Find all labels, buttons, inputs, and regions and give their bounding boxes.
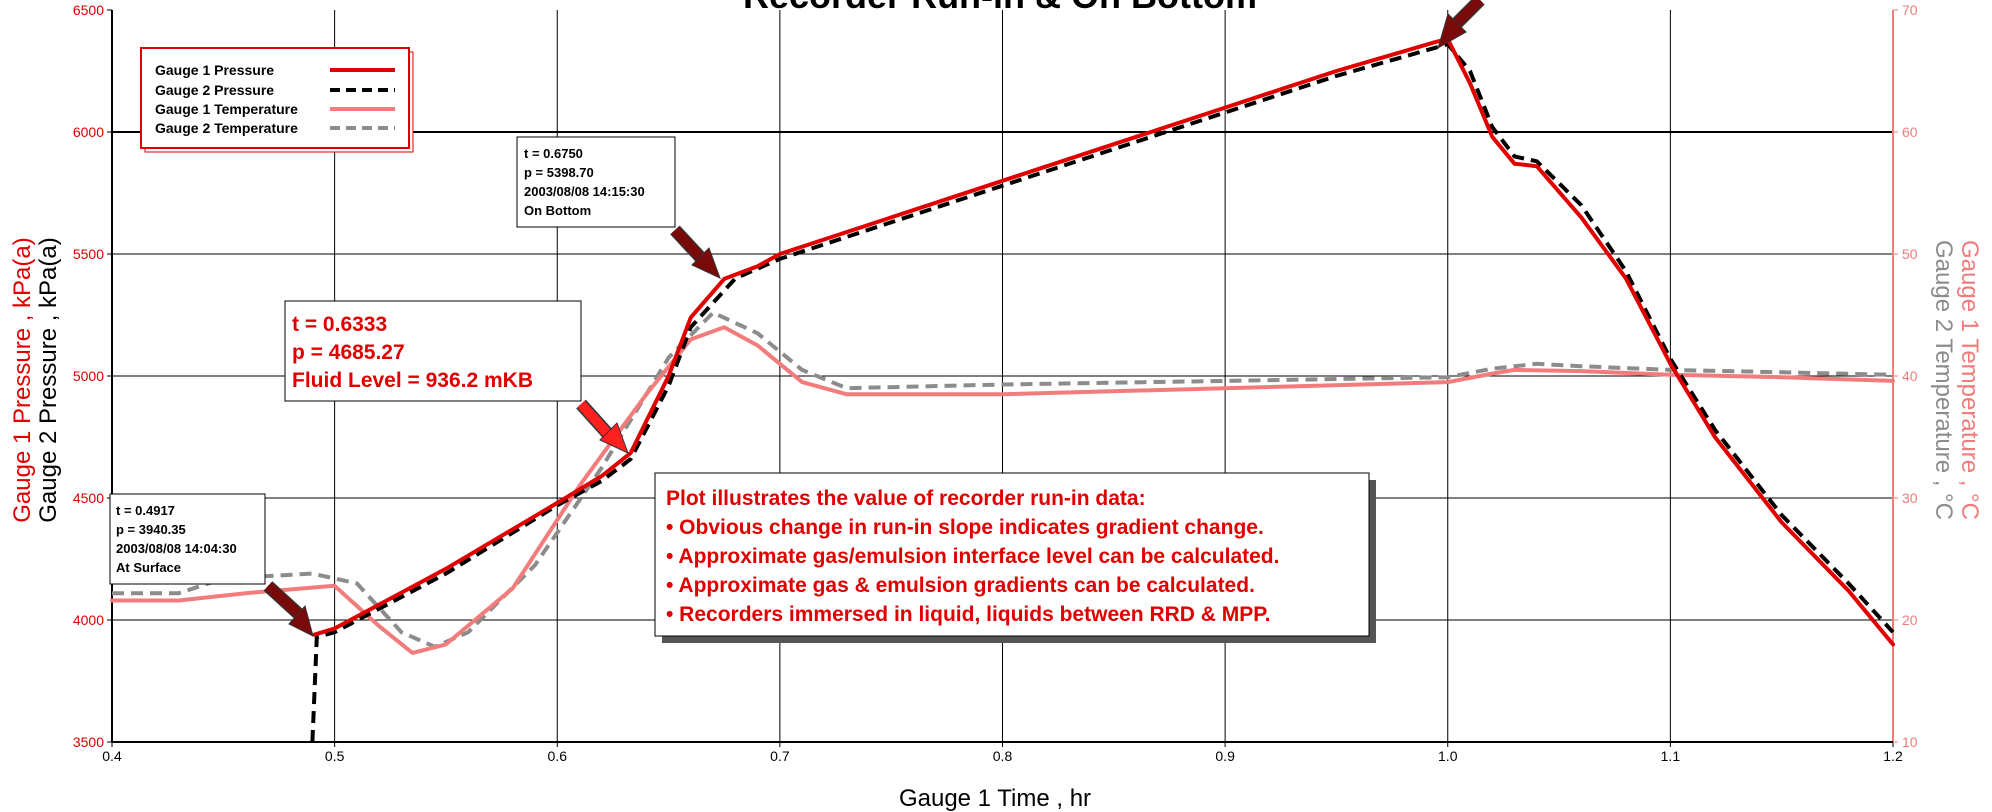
y-right-tick-label: 20: [1902, 612, 1918, 628]
y-right-tick-label: 60: [1902, 124, 1918, 140]
note-box: Plot illustrates the value of recorder r…: [654, 472, 1376, 643]
y-left-tick-label: 3500: [73, 734, 104, 750]
note-line-3: • Approximate gas/emulsion interface lev…: [666, 545, 1279, 568]
annotation-at-surface-line-2: p = 3940.35: [116, 522, 186, 537]
x-tick-label: 0.9: [1215, 748, 1235, 764]
annotation-fluid-level-line-2: p = 4685.27: [292, 341, 405, 364]
y-right-tick-label: 30: [1902, 490, 1918, 506]
x-axis-title: Gauge 1 Time , hr: [899, 785, 1091, 812]
arrow-at-surface: [263, 581, 314, 637]
x-tick-label: 1.0: [1438, 748, 1458, 764]
y-left-tick-label: 5500: [73, 246, 104, 262]
annotation-fluid-level-line-1: t = 0.6333: [292, 313, 387, 336]
y-right-tick-label: 10: [1902, 734, 1918, 750]
y-left-tick-label: 4000: [73, 612, 104, 628]
legend-label-gauge2-pressure: Gauge 2 Pressure: [155, 82, 274, 98]
series-line-gauge-1-pressure: [312, 37, 1895, 647]
y-right-tick-label: 40: [1902, 368, 1918, 384]
chart-title: Recorder Run-in & On Bottom: [743, 0, 1257, 16]
note-line-4: • Approximate gas & emulsion gradients c…: [666, 574, 1255, 597]
y-left-axis-title-2: Gauge 2 Pressure , kPa(a): [35, 237, 62, 522]
x-tick-label: 1.2: [1883, 748, 1903, 764]
legend: Gauge 1 Pressure Gauge 2 Pressure Gauge …: [140, 47, 414, 153]
legend-label-gauge1-temperature: Gauge 1 Temperature: [155, 101, 298, 117]
y-left-tick-label: 5000: [73, 368, 104, 384]
x-tick-label: 0.6: [548, 748, 568, 764]
annotation-on-bottom: t = 0.6750 p = 5398.70 2003/08/08 14:15:…: [516, 136, 676, 228]
y-left-axis-title-1: Gauge 1 Pressure , kPa(a): [9, 237, 36, 522]
y-right-tick-label: 70: [1902, 2, 1918, 18]
x-tick-labels: 0.4 0.5 0.6 0.7 0.8 0.9 1.0 1.1 1.2: [102, 748, 1903, 764]
x-tick-label: 0.7: [770, 748, 790, 764]
annotation-at-surface-line-1: t = 0.4917: [116, 503, 175, 518]
y-right-axis-title-2: Gauge 2 Temperature , °C: [1930, 240, 1957, 520]
annotation-on-bottom-line-4: On Bottom: [524, 203, 591, 218]
x-tick-label: 0.5: [325, 748, 345, 764]
annotation-fluid-level: t = 0.6333 p = 4685.27 Fluid Level = 936…: [284, 300, 582, 402]
y-right-axis-title-1: Gauge 1 Temperature , °C: [1956, 240, 1983, 520]
x-tick-label: 0.8: [993, 748, 1013, 764]
series-line-gauge-2-pressure: [310, 42, 1895, 743]
legend-label-gauge1-pressure: Gauge 1 Pressure: [155, 62, 274, 78]
arrow-peak: [1437, 0, 1485, 50]
arrow-on-bottom: [670, 225, 721, 279]
annotation-on-bottom-line-3: 2003/08/08 14:15:30: [524, 184, 645, 199]
y-left-tick-labels: 3500 4000 4500 5000 5500 6000 6500: [73, 2, 104, 750]
series-lines: [110, 37, 1895, 743]
annotation-on-bottom-line-2: p = 5398.70: [524, 165, 594, 180]
x-tick-label: 0.4: [102, 748, 122, 764]
y-right-tick-labels: 10 20 30 40 50 60 70: [1902, 2, 1918, 750]
y-left-tick-label: 6500: [73, 2, 104, 18]
note-line-1: Plot illustrates the value of recorder r…: [666, 487, 1146, 510]
annotation-at-surface-line-3: 2003/08/08 14:04:30: [116, 541, 237, 556]
callout-arrows: [263, 0, 1485, 637]
y-right-tick-label: 50: [1902, 246, 1918, 262]
annotation-at-surface-line-4: At Surface: [116, 560, 181, 575]
axes: [107, 9, 1898, 747]
annotation-on-bottom-line-1: t = 0.6750: [524, 146, 583, 161]
y-left-tick-label: 6000: [73, 124, 104, 140]
note-line-5: • Recorders immersed in liquid, liquids …: [666, 603, 1270, 626]
legend-label-gauge2-temperature: Gauge 2 Temperature: [155, 120, 298, 136]
series-line-gauge-2-temperature: [112, 310, 1894, 649]
series-line-gauge-1-temperature: [110, 325, 1895, 655]
note-line-2: • Obvious change in run-in slope indicat…: [666, 516, 1264, 539]
y-left-tick-label: 4500: [73, 490, 104, 506]
annotation-fluid-level-line-3: Fluid Level = 936.2 mKB: [292, 369, 533, 392]
annotation-at-surface: t = 0.4917 p = 3940.35 2003/08/08 14:04:…: [109, 493, 266, 585]
x-tick-label: 1.1: [1661, 748, 1681, 764]
arrow-fluid-level: [576, 399, 629, 454]
